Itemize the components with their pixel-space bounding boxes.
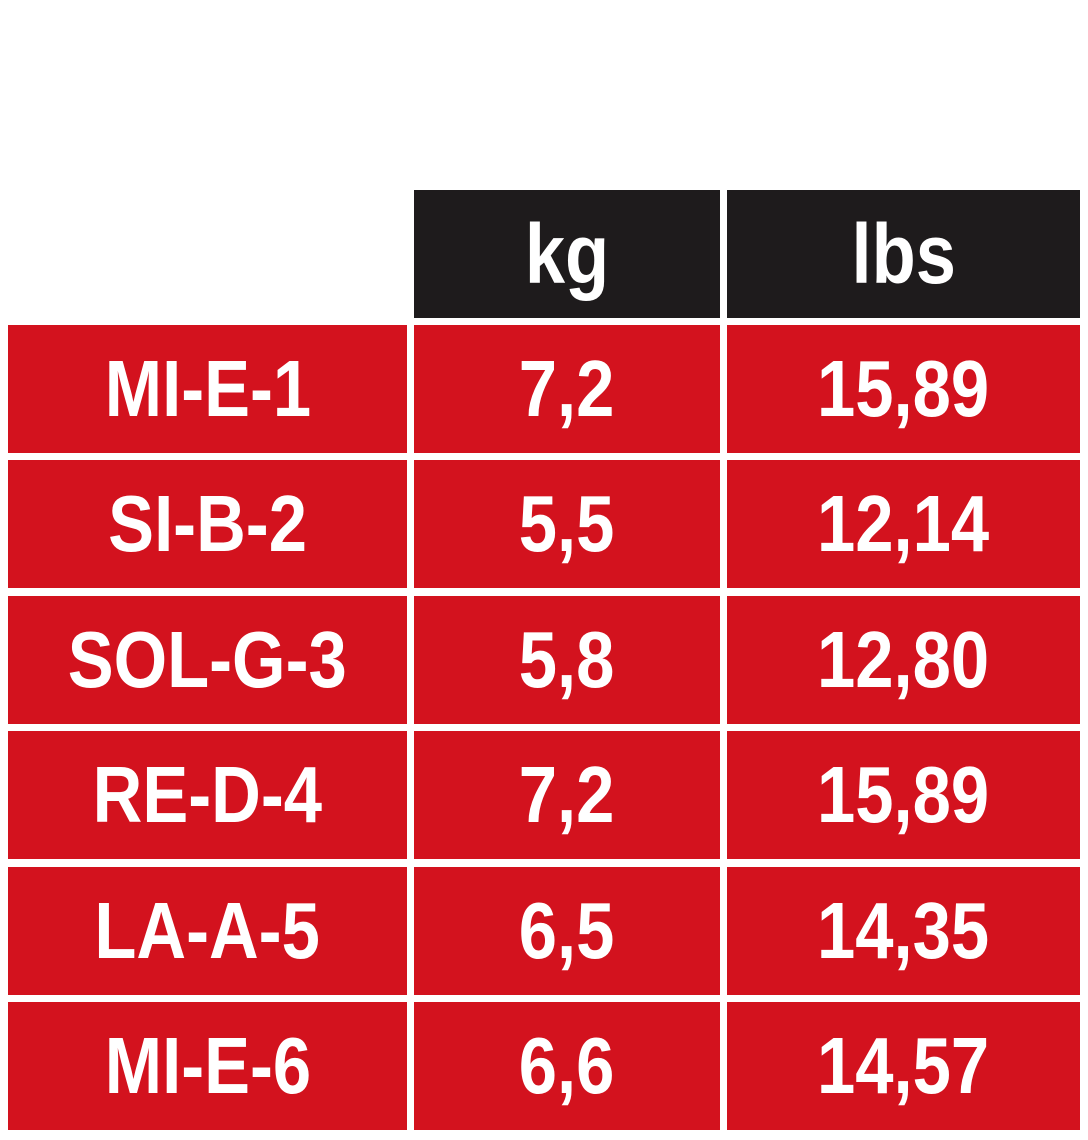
value-cell: 12,80 <box>727 596 1080 724</box>
cell-text: 6,6 <box>519 1021 615 1110</box>
header-cell: lbs <box>727 190 1080 318</box>
cell-text: 14,35 <box>817 886 990 975</box>
row-label: SOL-G-3 <box>8 596 407 724</box>
value-cell: 15,89 <box>727 325 1080 453</box>
cell-text: 15,89 <box>817 750 990 839</box>
cell-text: SI-B-2 <box>108 479 307 568</box>
value-cell: 12,14 <box>727 460 1080 588</box>
row-label: SI-B-2 <box>8 460 407 588</box>
cell-text: 14,57 <box>817 1021 990 1110</box>
cell-text: lbs <box>851 206 956 301</box>
row-label: MI-E-1 <box>8 325 407 453</box>
value-cell: 5,8 <box>414 596 720 724</box>
cell-text: 12,14 <box>817 479 990 568</box>
header-cell: kg <box>414 190 720 318</box>
value-cell: 15,89 <box>727 731 1080 859</box>
row-label: LA-A-5 <box>8 867 407 995</box>
row-label: MI-E-6 <box>8 1002 407 1130</box>
value-cell: 6,6 <box>414 1002 720 1130</box>
row-label: RE-D-4 <box>8 731 407 859</box>
cell-text: 15,89 <box>817 344 990 433</box>
value-cell: 6,5 <box>414 867 720 995</box>
cell-text: kg <box>524 206 610 301</box>
value-cell: 7,2 <box>414 325 720 453</box>
cell-text: SOL-G-3 <box>67 615 348 704</box>
cell-text: 12,80 <box>817 615 990 704</box>
value-cell: 7,2 <box>414 731 720 859</box>
value-cell: 5,5 <box>414 460 720 588</box>
cell-text: 6,5 <box>519 886 615 975</box>
cell-text: 7,2 <box>519 750 615 839</box>
cell-text: LA-A-5 <box>94 886 321 975</box>
cell-text: 7,2 <box>519 344 615 433</box>
value-cell: 14,57 <box>727 1002 1080 1130</box>
value-cell: 14,35 <box>727 867 1080 995</box>
cell-text: MI-E-1 <box>104 344 311 433</box>
cell-text: MI-E-6 <box>104 1021 311 1110</box>
cell-text: RE-D-4 <box>92 750 323 839</box>
cell-text: 5,5 <box>519 479 615 568</box>
cell-text: 5,8 <box>519 615 615 704</box>
